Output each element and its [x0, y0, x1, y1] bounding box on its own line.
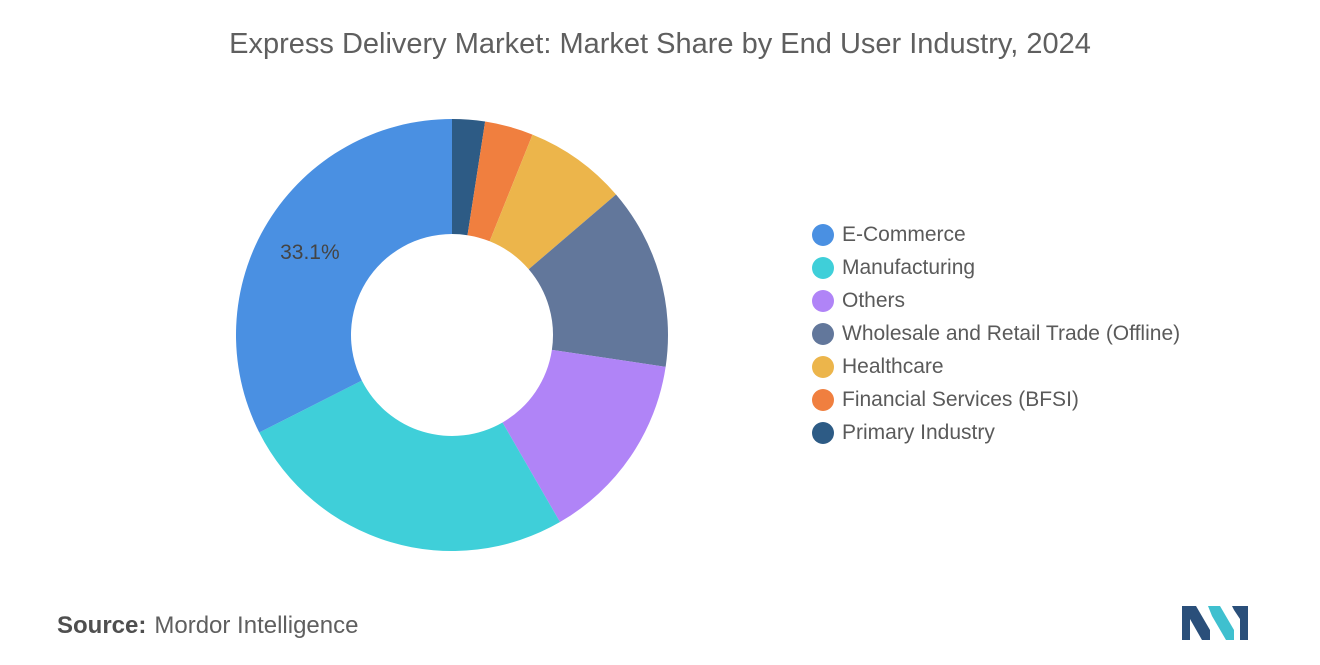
source-note: Source: Mordor Intelligence	[57, 612, 358, 640]
legend-item: Wholesale and Retail Trade (Offline)	[812, 317, 1180, 350]
legend-label: Primary Industry	[842, 420, 995, 444]
legend-item: Others	[812, 284, 1180, 317]
legend-swatch	[812, 223, 834, 246]
legend-swatch	[812, 256, 834, 279]
mordor-intelligence-logo-icon	[1180, 602, 1252, 647]
legend-item: Financial Services (BFSI)	[812, 383, 1180, 416]
legend-label: Financial Services (BFSI)	[842, 387, 1079, 411]
data-label: 33.1%	[280, 241, 340, 264]
legend-item: E-Commerce	[812, 218, 1180, 251]
legend-swatch	[812, 388, 834, 411]
chart-legend: E-Commerce Manufacturing Others Wholesale a…	[812, 218, 1180, 449]
slice-wholesale-and-retail-trade-offline	[528, 194, 668, 367]
slice-healthcare	[489, 134, 617, 270]
legend-label: Manufacturing	[842, 255, 976, 279]
slice-manufacturing	[259, 380, 560, 551]
slice-e-commerce	[236, 119, 452, 433]
legend-item: Healthcare	[812, 350, 1180, 383]
source-label: Source:	[57, 612, 147, 639]
legend-label: Others	[842, 288, 906, 312]
legend-label: Healthcare	[842, 354, 944, 378]
legend-item: Primary Industry	[812, 416, 1180, 449]
slice-financial-services-bfsi	[467, 121, 533, 242]
slice-primary-industry	[452, 119, 486, 236]
legend-label: Wholesale and Retail Trade (Offline)	[842, 321, 1181, 345]
source-value: Mordor Intelligence	[154, 612, 359, 639]
slice-others	[502, 349, 666, 523]
legend-swatch	[812, 289, 834, 312]
legend-swatch	[812, 322, 834, 345]
legend-swatch	[812, 421, 834, 444]
legend-label: E-Commerce	[842, 222, 966, 246]
chart-title: Express Delivery Market: Market Share by…	[229, 28, 1091, 60]
legend-item: Manufacturing	[812, 251, 1180, 284]
legend-swatch	[812, 355, 834, 378]
